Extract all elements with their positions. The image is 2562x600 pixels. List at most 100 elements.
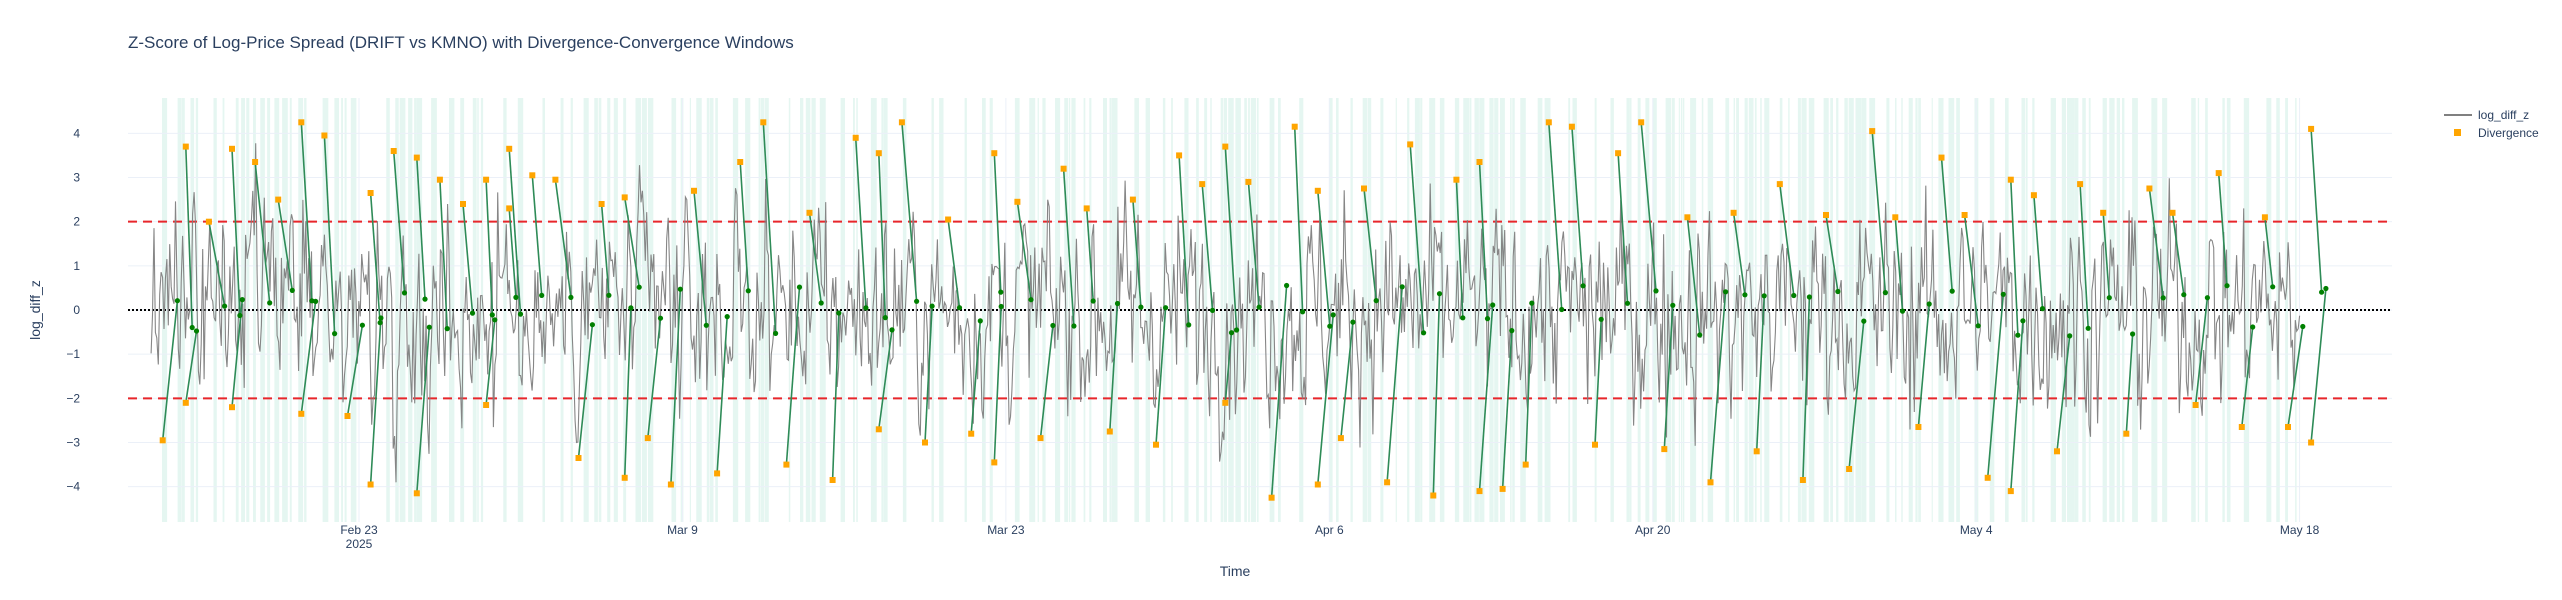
convergence-marker	[1090, 298, 1096, 304]
divergence-marker	[483, 176, 490, 183]
convergence-marker	[492, 317, 498, 323]
divergence-marker	[1984, 474, 1991, 481]
window-segment	[1571, 126, 1584, 286]
window-segment	[1363, 188, 1377, 301]
convergence-marker	[589, 322, 596, 328]
window-segment	[854, 137, 867, 308]
window-segment	[1109, 303, 1119, 432]
window-segment	[185, 146, 193, 328]
divergence-marker	[1869, 128, 1876, 135]
window-segment	[1732, 212, 1746, 295]
series-lines	[150, 122, 2327, 498]
window-segment	[1178, 155, 1190, 325]
divergence-marker	[2308, 125, 2315, 132]
convergence-marker	[1421, 330, 1427, 336]
convergence-marker	[539, 292, 545, 298]
divergence-marker	[945, 216, 952, 223]
divergence-marker	[1222, 143, 1229, 150]
y-axis-ticks: 4 3 2 1 0 −1 −2 −3 −4	[66, 126, 80, 493]
threshold-lines	[128, 220, 2392, 400]
window-segment	[1062, 168, 1075, 327]
convergence-marker	[2020, 318, 2026, 324]
window-segment	[1340, 322, 1354, 439]
divergence-marker	[2285, 424, 2291, 430]
window-segment	[1940, 157, 1953, 292]
convergence-marker	[422, 296, 428, 302]
convergence-marker	[889, 327, 895, 333]
convergence-marker	[313, 298, 319, 304]
divergence-marker	[2030, 192, 2037, 199]
convergence-marker	[444, 326, 450, 332]
divergence-marker	[1245, 178, 1252, 185]
convergence-marker	[1490, 302, 1496, 308]
divergence-marker	[413, 154, 420, 161]
window-segment	[2010, 179, 2019, 336]
legend-item-divergence[interactable]: Divergence	[2454, 126, 2539, 140]
window-segment	[1224, 146, 1238, 331]
divergence-marker	[875, 150, 882, 157]
divergence-marker	[667, 481, 674, 488]
divergence-marker	[1638, 119, 1645, 126]
convergence-marker	[189, 324, 195, 331]
convergence-marker	[977, 318, 983, 324]
divergence-marker	[1568, 123, 1575, 130]
divergence-marker	[552, 176, 559, 183]
convergence-marker	[2000, 291, 2006, 297]
window-segment	[300, 122, 313, 301]
divergence-marker	[2308, 439, 2315, 446]
window-segment	[369, 192, 381, 323]
window-segment	[1871, 131, 1887, 293]
divergence-marker	[321, 132, 328, 139]
convergence-marker	[289, 287, 295, 293]
chart-title: Z-Score of Log-Price Spread (DRIFT vs KM…	[128, 33, 794, 52]
convergence-marker	[1742, 292, 1748, 298]
window-segment	[1478, 304, 1494, 492]
divergence-marker	[2054, 448, 2060, 455]
divergence-marker	[1037, 435, 1044, 442]
legend-item-log-diff-z[interactable]: log_diff_z	[2444, 108, 2529, 122]
convergence-marker	[1399, 284, 1405, 290]
convergence-marker	[636, 284, 642, 290]
divergence-marker	[506, 145, 513, 152]
window-segment	[623, 307, 632, 478]
divergence-marker	[1199, 181, 1206, 188]
convergence-marker	[1484, 316, 1491, 322]
convergence-marker	[1529, 300, 1535, 306]
window-segment	[508, 148, 522, 315]
convergence-marker	[1559, 306, 1565, 313]
divergence-marker	[2192, 402, 2199, 408]
window-segment	[1986, 294, 2005, 478]
window-segment	[1293, 126, 1304, 312]
window-segment	[254, 161, 271, 303]
convergence-marker	[703, 322, 709, 328]
window-segment	[1848, 321, 1865, 470]
window-segment	[2010, 320, 2024, 492]
convergence-marker	[1861, 318, 1867, 324]
convergence-marker	[914, 298, 920, 304]
window-segment	[1894, 217, 1904, 312]
divergence-marker	[644, 435, 651, 442]
window-segment	[416, 157, 426, 300]
convergence-marker	[2270, 284, 2276, 290]
divergence-marker	[1499, 485, 1506, 492]
convergence-marker	[2130, 331, 2136, 337]
window-segment	[1085, 208, 1094, 302]
convergence-marker	[1350, 319, 1356, 325]
divergence-marker	[1892, 214, 1899, 221]
y-tick-label: 3	[73, 171, 80, 185]
divergence-marker	[367, 190, 374, 196]
divergence-marker	[1268, 494, 1275, 501]
window-segment	[1917, 303, 1930, 428]
window-segment	[300, 301, 317, 414]
convergence-marker	[1791, 292, 1797, 299]
convergence-marker	[1882, 290, 1888, 296]
convergence-marker	[1114, 300, 1121, 307]
legend[interactable]: log_diff_z Divergence	[2444, 108, 2539, 140]
window-segment	[346, 325, 364, 417]
window-segment	[231, 148, 241, 316]
divergence-marker	[829, 477, 836, 483]
window-segment	[878, 153, 887, 318]
convergence-marker	[1975, 323, 1981, 329]
